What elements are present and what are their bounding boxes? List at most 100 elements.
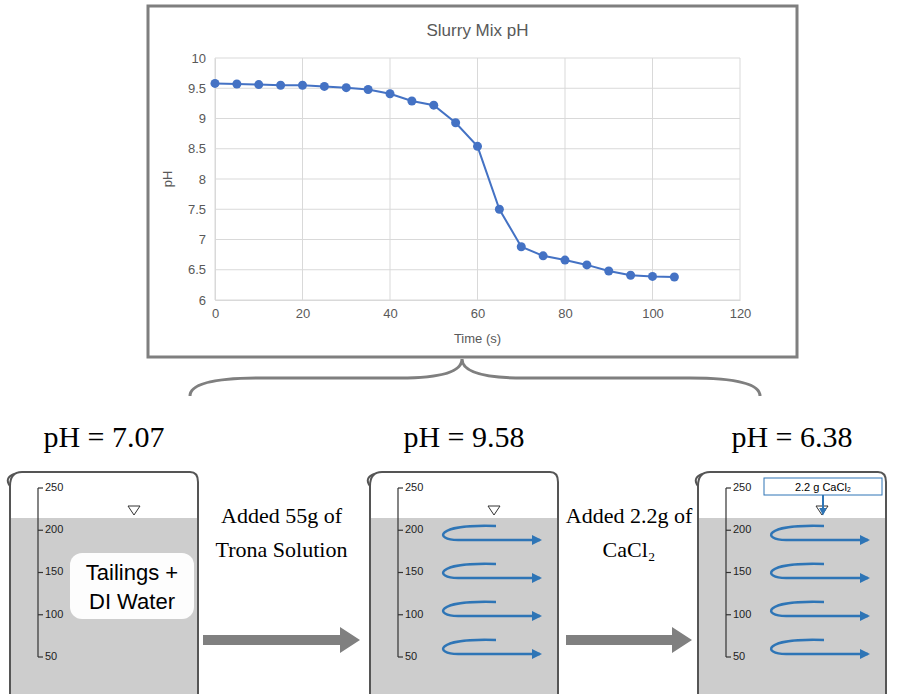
beaker: pH = 9.5825020015010050 xyxy=(368,420,558,694)
scale-label: 250 xyxy=(733,481,751,493)
scale-label: 250 xyxy=(45,481,63,493)
stir-arrow xyxy=(771,526,868,540)
x-tick-label: 20 xyxy=(296,306,310,321)
beaker: pH = 6.38250200150100502.2 g CaCl₂ xyxy=(696,420,886,694)
content-label: Tailings + xyxy=(86,560,178,585)
data-point xyxy=(626,271,635,280)
y-tick: 7 xyxy=(199,232,215,247)
data-point xyxy=(429,101,438,110)
stir-arrow xyxy=(771,602,868,616)
scale-tick xyxy=(398,656,403,657)
data-point xyxy=(473,142,482,151)
y-tick: 9 xyxy=(199,111,215,126)
x-tick-label: 100 xyxy=(642,306,664,321)
data-point xyxy=(364,85,373,94)
x-tick: 60 xyxy=(471,300,485,321)
chart-frame xyxy=(148,6,797,357)
data-point xyxy=(495,205,504,214)
brace xyxy=(190,359,760,396)
step-label: Added 2.2g of xyxy=(566,503,693,528)
data-point xyxy=(320,82,329,91)
x-tick: 0 xyxy=(212,300,219,321)
scale-tick xyxy=(398,530,403,531)
content-label-ground xyxy=(70,553,194,619)
scale-label: 50 xyxy=(45,650,57,662)
data-point xyxy=(604,266,613,275)
scale-tick xyxy=(726,656,731,657)
data-point xyxy=(517,242,526,251)
scale-label: 50 xyxy=(733,650,745,662)
step-label: Added 55g of xyxy=(221,503,343,528)
x-tick-label: 0 xyxy=(212,306,219,321)
y-grid-line xyxy=(215,118,740,119)
addition-box xyxy=(764,478,882,495)
scale-tick xyxy=(38,487,43,488)
data-point xyxy=(561,256,570,265)
scale-label: 100 xyxy=(405,608,423,620)
data-point xyxy=(211,79,220,88)
ph-label: pH = 7.07 xyxy=(43,420,164,453)
y-tick-label: 9 xyxy=(199,111,206,126)
x-tick-label: 80 xyxy=(558,306,572,321)
scale-tick xyxy=(38,614,43,615)
scale-label: 200 xyxy=(733,523,751,535)
y-axis-line xyxy=(215,59,216,301)
beaker-outline xyxy=(370,472,558,694)
stir-arrow xyxy=(443,564,540,578)
data-point xyxy=(386,89,395,98)
scale-tick xyxy=(38,656,43,657)
y-grid-line xyxy=(215,209,740,210)
y-grid-line xyxy=(215,269,740,270)
ph-label: pH = 6.38 xyxy=(731,420,852,453)
beaker: pH = 7.0725020015010050Tailings +DI Wate… xyxy=(8,420,198,694)
x-tick-label: 120 xyxy=(730,306,752,321)
y-grid-line xyxy=(215,58,740,59)
scale-label: 200 xyxy=(405,523,423,535)
y-grid-line xyxy=(215,179,740,180)
step-arrow xyxy=(203,627,360,653)
stir-arrow xyxy=(443,640,540,654)
scale-label: 200 xyxy=(45,523,63,535)
liquid-level-marker xyxy=(488,506,500,515)
y-tick-label: 8.5 xyxy=(188,141,206,156)
data-point xyxy=(298,81,307,90)
beaker-lip xyxy=(368,474,374,486)
step-label: CaCl₂ xyxy=(603,537,656,562)
beaker-outline xyxy=(698,472,886,694)
y-axis-title: pH xyxy=(160,171,175,188)
scale-label: 100 xyxy=(733,608,751,620)
scale-label: 100 xyxy=(45,608,63,620)
ph-label: pH = 9.58 xyxy=(403,420,524,453)
liquid-level-marker xyxy=(128,506,140,515)
stir-arrow xyxy=(771,564,868,578)
y-grid-line xyxy=(215,239,740,240)
scale-label: 150 xyxy=(733,565,751,577)
grid xyxy=(215,58,740,300)
figure: 02040608010012066.577.588.599.510Slurry … xyxy=(0,0,899,694)
chart-title: Slurry Mix pH xyxy=(426,21,528,40)
x-tick: 20 xyxy=(296,300,310,321)
scale-label: 250 xyxy=(405,481,423,493)
x-tick: 120 xyxy=(730,300,752,321)
step-label: Trona Solution xyxy=(216,537,348,562)
y-tick: 8.5 xyxy=(188,141,215,156)
stir-arrow xyxy=(443,526,540,540)
data-point xyxy=(232,80,241,89)
content-label: DI Water xyxy=(89,589,175,614)
y-tick-label: 6 xyxy=(199,293,206,308)
y-tick-label: 6.5 xyxy=(188,262,206,277)
scale-label: 50 xyxy=(405,650,417,662)
data-point xyxy=(342,83,351,92)
y-tick-label: 8 xyxy=(199,172,206,187)
x-axis-line xyxy=(216,300,741,301)
data-point xyxy=(407,96,416,105)
y-grid-line xyxy=(215,88,740,89)
beaker-lip xyxy=(8,474,14,486)
scale-tick xyxy=(398,487,403,488)
data-point xyxy=(254,80,263,89)
y-tick: 6.5 xyxy=(188,262,215,277)
scale-tick xyxy=(726,572,731,573)
y-tick-label: 7 xyxy=(199,232,206,247)
data-line xyxy=(215,83,674,277)
data-point xyxy=(276,81,285,90)
